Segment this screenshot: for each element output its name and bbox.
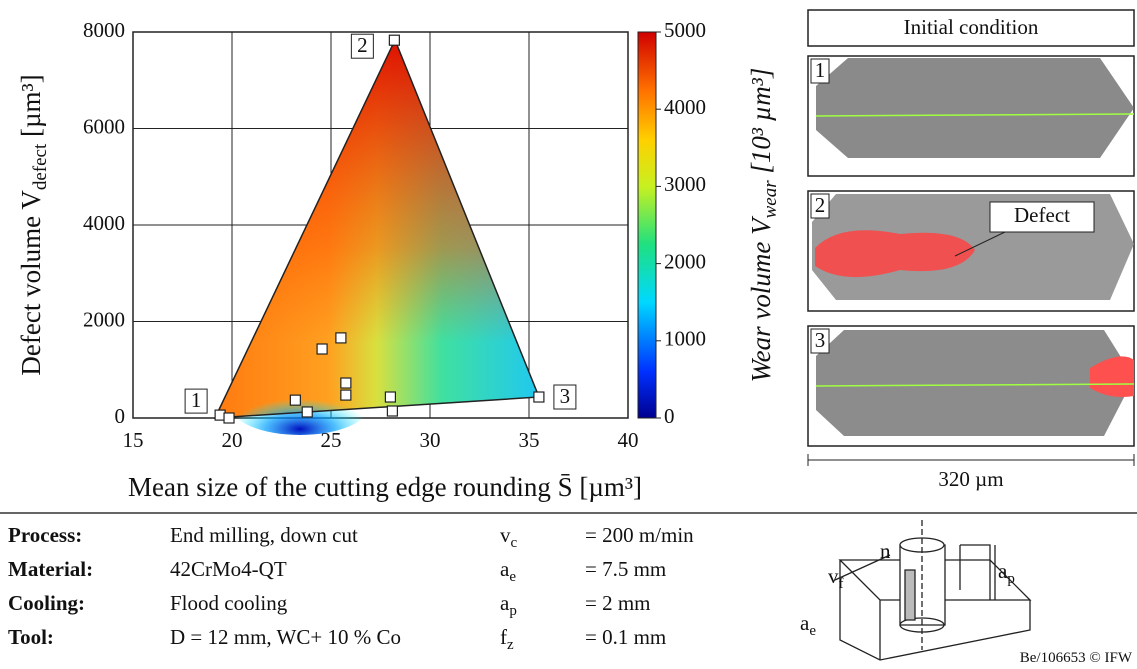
panel-title: Initial condition [904,15,1039,39]
annotation: 2 [357,33,368,57]
point [302,407,312,417]
colorbar-tick-label: 2000 [664,249,706,273]
x-tick-label: 15 [123,428,144,452]
row-label: Material: [8,557,93,581]
row-label: Cooling: [8,591,85,615]
point [387,406,397,416]
point [224,413,234,423]
y-tick-label: 4000 [83,211,125,235]
row-value: Flood cooling [170,591,288,615]
symbol-sub: e [509,569,516,585]
sketch-ae: ae [800,611,816,639]
symbol-sub: p [509,603,517,619]
parameter-symbol: fz [500,625,514,653]
symbol-sub: z [507,637,514,653]
point [534,392,544,402]
row-value: End milling, down cut [170,523,358,547]
sample-image [816,58,1134,158]
row-value: D = 12 mm, WC+ 10 % Co [170,625,401,649]
colorbar-tick-label: 5000 [664,18,706,42]
x-tick-label: 40 [618,428,639,452]
point [317,344,327,354]
parameter-symbol: ae [500,557,516,585]
x-axis-label: Mean size of the cutting edge rounding S… [128,472,642,502]
colorbar [638,32,656,418]
colorbar-tick-label: 3000 [664,172,706,196]
colorbar-tick-label: 1000 [664,327,706,351]
point [341,378,351,388]
y-tick-label: 6000 [83,114,125,138]
vf-main: v [828,564,839,588]
point [389,35,399,45]
annotation: 3 [560,384,571,408]
x-tick-label: 35 [519,428,540,452]
figure: 1520253035400200040006000800012301000200… [0,0,1137,669]
point [385,392,395,402]
point [336,333,346,343]
colorbar-tick-label: 0 [664,404,675,428]
parameter-value: = 0.1 mm [585,625,666,649]
x-tick-label: 30 [420,428,441,452]
symbol-sub: c [511,535,518,551]
vf-sub: f [839,576,844,592]
panel-number: 2 [815,193,826,217]
y-label-main: Defect volume V [16,190,46,376]
y-label-sub: defect [30,143,51,190]
tool-sketch [835,520,1030,660]
annotation: 1 [191,388,202,412]
row-label: Tool: [8,625,54,649]
symbol: f [500,625,507,649]
cb-label-sub: wear [760,180,781,219]
y-tick-label: 0 [115,404,126,428]
row-value: 42CrMo4-QT [170,557,287,581]
cb-label-main: Wear volume V [746,215,776,382]
footer: Be/106653 © IFW [1020,650,1133,666]
panel-number: 1 [815,58,826,82]
point [290,395,300,405]
defect-label: Defect [1014,203,1070,227]
colorbar-tick-label: 4000 [664,95,706,119]
parameter-symbol: vc [500,523,518,551]
symbol: v [500,523,511,547]
panel-number: 3 [815,328,826,352]
sketch-n: n [880,539,891,563]
y-tick-label: 2000 [83,307,125,331]
point [341,390,351,400]
cb-label-unit: [10³ µm³] [746,68,776,181]
row-label: Process: [8,523,82,547]
sample-image [816,330,1134,436]
parameter-value: = 200 m/min [585,523,694,547]
ae-sub: e [809,623,816,639]
sketch-ap: ap [998,559,1015,587]
y-axis-label: Defect volume Vdefect [µm³] [16,74,51,375]
colorbar-label: Wear volume Vwear [10³ µm³] [746,68,781,383]
scale-label: 320 µm [938,467,1003,491]
image-panels: Initial condition Defect 320 µm [808,10,1134,491]
x-tick-label: 20 [222,428,243,452]
parameter-value: = 2 mm [585,591,651,615]
y-tick-label: 8000 [83,18,125,42]
y-label-unit: [µm³] [16,74,46,143]
ap-sub: p [1007,571,1015,587]
parameter-symbol: ap [500,591,517,619]
parameter-table: Process: End milling, down cut vc = 200 m/m… [8,523,694,653]
parameter-value: = 7.5 mm [585,557,666,581]
